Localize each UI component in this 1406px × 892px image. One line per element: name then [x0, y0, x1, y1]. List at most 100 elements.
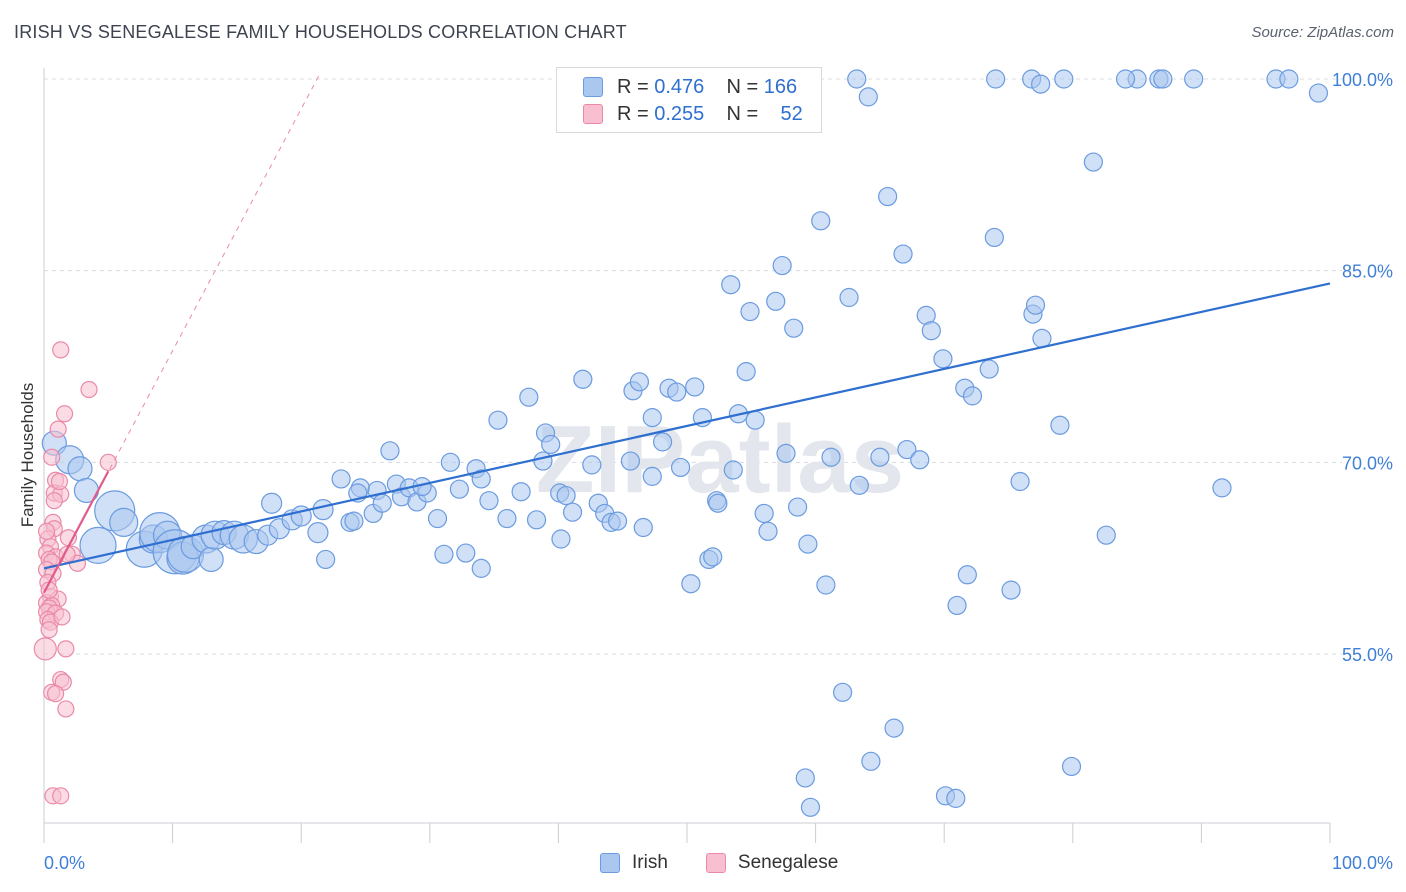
senegalese-legend-swatch	[705, 853, 726, 873]
senegalese-series	[33, 341, 117, 805]
irish-point	[910, 450, 930, 470]
irish-point	[986, 69, 1006, 89]
irish-point	[652, 432, 673, 452]
irish-point	[979, 359, 999, 379]
legend-n-value: 166	[763, 75, 798, 98]
irish-point	[1212, 478, 1232, 498]
irish-point	[933, 349, 953, 369]
irish-point	[795, 768, 815, 788]
irish-point	[456, 543, 476, 563]
senegalese-point	[80, 380, 98, 399]
legend-row-senegalese: R = 0.255 N = 52	[583, 101, 803, 127]
irish-point	[957, 565, 977, 585]
irish-point	[79, 526, 117, 564]
irish-point	[754, 503, 774, 524]
senegalese-point	[57, 640, 75, 658]
irish-point	[798, 534, 818, 554]
y-tick-label: 55.0%	[1342, 645, 1393, 665]
irish-point	[440, 452, 460, 472]
senegalese-point	[52, 787, 70, 805]
irish-point	[372, 493, 392, 513]
y-tick-label: 70.0%	[1342, 453, 1393, 473]
irish-point	[497, 508, 517, 529]
irish-point	[787, 497, 808, 517]
trend-lines	[43, 72, 1331, 594]
irish-point	[811, 211, 831, 231]
irish-point	[471, 469, 491, 489]
irish-point	[344, 511, 364, 531]
irish-point	[331, 469, 351, 489]
legend-row-irish: R = 0.476 N = 166	[583, 74, 797, 100]
series-legend: Irish Senegalese	[600, 852, 876, 874]
irish-point	[316, 549, 336, 570]
irish-point	[670, 457, 691, 478]
irish-point	[784, 318, 804, 338]
legend-item-senegalese[interactable]: Senegalese	[705, 852, 839, 874]
senegalese-point	[52, 341, 70, 359]
irish-point	[434, 544, 454, 564]
irish-point	[573, 369, 593, 389]
senegalese-point	[40, 621, 58, 639]
irish-legend-swatch	[600, 853, 620, 873]
senegalese-point	[53, 608, 71, 626]
irish-point	[723, 460, 743, 480]
irish-point	[479, 491, 499, 511]
senegalese-point	[57, 700, 75, 718]
irish-point	[740, 301, 760, 322]
irish-point	[541, 434, 561, 455]
senegalese-trend-line	[43, 470, 110, 594]
irish-point	[745, 410, 765, 430]
irish-point	[607, 511, 628, 531]
irish-point	[984, 227, 1004, 248]
legend-r-label: R =	[617, 102, 649, 125]
irish-point	[878, 186, 898, 207]
irish-point	[1010, 471, 1030, 492]
legend-n-label: N =	[726, 102, 759, 125]
irish-point	[511, 482, 531, 502]
irish-point	[629, 372, 650, 392]
irish-point	[1054, 69, 1074, 89]
irish-point	[849, 475, 869, 495]
irish-point	[800, 797, 821, 817]
irish-trend-line	[43, 282, 1331, 570]
irish-point	[816, 575, 836, 595]
irish-point	[109, 507, 139, 537]
irish-point	[261, 492, 283, 514]
irish-point	[893, 244, 913, 264]
irish-point	[556, 485, 576, 506]
senegalese-point	[37, 522, 56, 540]
x-tick-label-max: 100.0%	[1332, 853, 1393, 873]
senegalese-point	[50, 472, 69, 491]
senegalese-legend-label: Senegalese	[737, 852, 839, 873]
irish-point	[1083, 152, 1103, 172]
irish-legend-label: Irish	[632, 852, 668, 873]
irish-point	[839, 287, 859, 308]
source-label: Source: ZipAtlas.com	[1251, 24, 1394, 41]
irish-point	[1050, 415, 1070, 435]
irish-point	[1025, 295, 1046, 315]
legend-r-label: R =	[617, 75, 649, 98]
senegalese-point	[45, 492, 63, 510]
y-tick-label: 85.0%	[1342, 262, 1393, 282]
tick-labels: 55.0% 70.0% 85.0% 100.0% 0.0% 100.0%	[44, 70, 1393, 873]
irish-point	[67, 456, 93, 482]
legend-item-irish[interactable]: Irish	[600, 852, 668, 874]
irish-point	[620, 451, 641, 471]
irish-point	[681, 574, 701, 594]
irish-point	[766, 291, 786, 311]
irish-point	[721, 275, 741, 295]
legend-r-value: 0.476	[654, 75, 705, 98]
irish-point	[776, 443, 796, 463]
irish-point	[198, 546, 224, 573]
irish-point	[633, 517, 653, 538]
irish-point	[488, 410, 508, 430]
irish-point	[736, 362, 756, 382]
irish-point	[897, 439, 917, 460]
irish-point	[861, 751, 881, 771]
irish-point	[758, 521, 778, 541]
irish-point	[642, 466, 662, 486]
irish-swatch	[583, 77, 603, 97]
irish-point	[307, 522, 329, 544]
y-tick-label: 100.0%	[1332, 70, 1393, 90]
